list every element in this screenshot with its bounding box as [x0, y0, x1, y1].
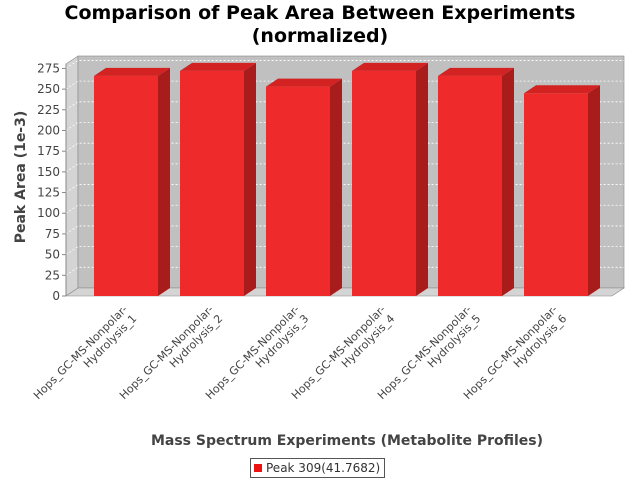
- bar: [438, 67, 514, 297]
- legend-swatch: [254, 464, 262, 472]
- x-axis-title: Mass Spectrum Experiments (Metabolite Pr…: [151, 433, 543, 449]
- y-tick-label: 150: [37, 165, 60, 179]
- bar: [266, 78, 342, 296]
- y-tick-label: 200: [37, 123, 60, 137]
- bar-side: [416, 62, 428, 297]
- y-tick-label: 125: [37, 186, 60, 200]
- y-tick-label: 0: [52, 289, 60, 303]
- gridline: [65, 142, 624, 152]
- y-tick-label: 75: [45, 227, 60, 241]
- bar-side: [158, 67, 170, 297]
- y-axis: 0 25 50 75 100 125 150 175 200 225 250 275: [37, 61, 67, 303]
- bar: [352, 62, 428, 297]
- bar-front: [94, 75, 158, 297]
- bar: [180, 62, 256, 297]
- gridline: [65, 225, 624, 235]
- bar: [94, 67, 170, 297]
- bar-front: [438, 75, 502, 297]
- y-tick-label: 225: [37, 103, 60, 117]
- y-tick-label: 100: [37, 206, 60, 220]
- y-tick-label: 175: [37, 144, 60, 158]
- bar-top: [180, 62, 256, 71]
- gridline: [65, 163, 624, 173]
- bar-front: [352, 70, 416, 297]
- bar-front: [524, 93, 588, 296]
- gridline: [65, 122, 624, 131]
- bar: [524, 85, 600, 296]
- bar-top: [94, 67, 170, 76]
- bar-top: [352, 62, 428, 71]
- bar-top: [266, 78, 342, 87]
- gridline: [65, 101, 624, 111]
- x-category-label-line-1: Hops_GC-MS-Nonpolar-: [31, 303, 130, 402]
- y-tick-label: 250: [37, 82, 60, 96]
- chart-title-line-2: (normalized): [251, 25, 389, 47]
- x-axis-category-labels: Hops_GC-MS-Nonpolar-Hydrolysis_1Hops_GC-…: [31, 303, 569, 402]
- legend-label: Peak 309(41.7682): [266, 461, 381, 475]
- plot-left-wall: [65, 55, 79, 297]
- y-axis-title: Peak Area (1e-3): [13, 111, 29, 244]
- bar-top: [524, 85, 600, 94]
- gridline: [65, 204, 624, 214]
- y-tick-label: 25: [45, 268, 60, 282]
- bar-top: [438, 67, 514, 76]
- chart-title: Comparison of Peak Area Between Experime…: [0, 2, 640, 48]
- gridlines: [65, 60, 624, 276]
- bars: [94, 62, 600, 297]
- bar-side: [244, 62, 256, 297]
- y-tick-label: 50: [45, 248, 60, 262]
- bar-front: [266, 86, 330, 296]
- bar-front: [180, 70, 244, 297]
- y-tick-label: 275: [37, 61, 60, 75]
- legend: Peak 309(41.7682): [250, 458, 386, 478]
- gridline: [65, 246, 624, 255]
- gridline: [65, 60, 624, 69]
- bar-side: [502, 67, 514, 297]
- gridline: [65, 80, 624, 90]
- bar-side: [330, 78, 342, 296]
- gridline: [65, 266, 624, 276]
- bar-side: [588, 85, 600, 296]
- gridline: [65, 184, 624, 193]
- chart-title-line-1: Comparison of Peak Area Between Experime…: [64, 2, 576, 24]
